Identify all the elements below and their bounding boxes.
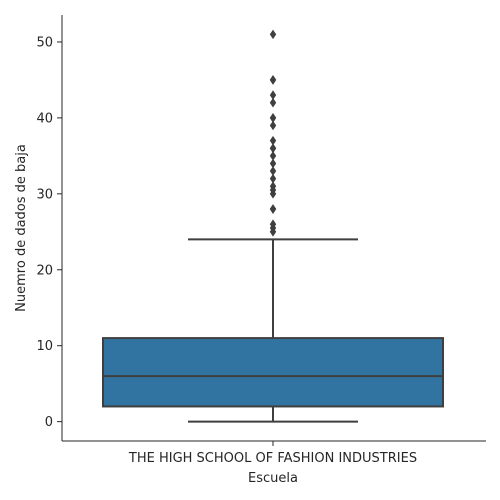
outlier-point (269, 143, 277, 154)
outlier-point (269, 204, 277, 214)
outlier-point (269, 90, 277, 100)
y-tick-label: 40 (36, 111, 53, 126)
y-axis-ticks: 0 10 20 30 40 50 (36, 35, 62, 430)
outlier-point (269, 219, 277, 230)
x-axis-ticks: THE HIGH SCHOOL OF FASHION INDUSTRIES (128, 441, 417, 466)
y-tick-label: 30 (36, 187, 53, 202)
iqr-box (102, 337, 444, 408)
outlier-point (269, 151, 277, 161)
y-tick-label: 10 (36, 339, 53, 354)
y-axis-label: Nuemro de dados de baja (14, 144, 29, 312)
outlier-point (269, 166, 277, 176)
outlier-point (269, 158, 277, 169)
outlier-point (269, 113, 277, 123)
outlier-point (269, 75, 277, 85)
x-axis-label: Escuela (248, 471, 298, 486)
y-tick-label: 20 (36, 263, 53, 278)
outlier-point (269, 181, 277, 192)
y-tick-label: 50 (36, 35, 53, 50)
x-tick-label: THE HIGH SCHOOL OF FASHION INDUSTRIES (128, 451, 417, 466)
outlier-point (269, 120, 277, 131)
outlier-point (269, 97, 277, 108)
outlier-point (269, 173, 277, 184)
outlier-point (269, 135, 277, 146)
outlier-point (269, 29, 277, 40)
plot-marks (102, 29, 444, 423)
y-tick-label: 0 (45, 415, 53, 430)
